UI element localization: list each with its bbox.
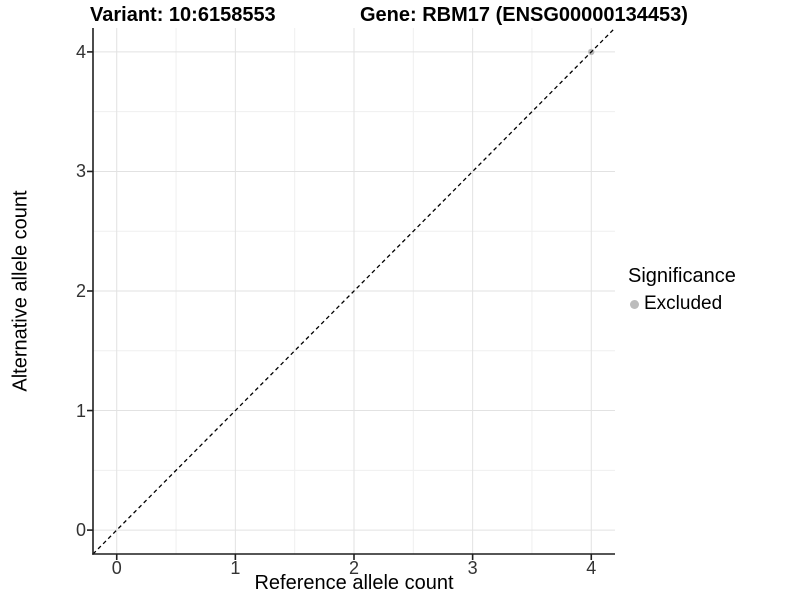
x-tick-label: 4 [586,558,597,578]
identity-line [92,27,616,555]
y-axis-title: Alternative allele count [9,190,32,392]
legend-title: Significance [628,265,736,287]
y-tick-label: 3 [75,161,86,182]
plot-title-gene: Gene: RBM17 (ENSG00000134453) [360,4,688,26]
plot-title-variant: Variant: 10:6158553 [90,4,276,26]
x-tick-label: 1 [230,558,241,578]
legend: Significance Excluded [628,265,736,315]
x-tick-label: 2 [348,558,359,578]
y-tick-label: 1 [75,400,86,421]
legend-items: Excluded [628,293,736,315]
x-axis-title: Reference allele count [254,572,454,594]
legend-item: Excluded [630,293,736,315]
y-tick-label: 2 [75,281,86,301]
x-tick-label: 0 [111,558,122,578]
y-tick-label: 4 [75,41,86,62]
legend-key-dot-icon [630,299,639,309]
axis-tick-marks [87,51,593,560]
legend-item-label: Excluded [644,293,723,314]
y-tick-label: 0 [75,520,86,541]
identity-dashed-line [92,27,616,555]
x-tick-label: 3 [467,558,478,578]
